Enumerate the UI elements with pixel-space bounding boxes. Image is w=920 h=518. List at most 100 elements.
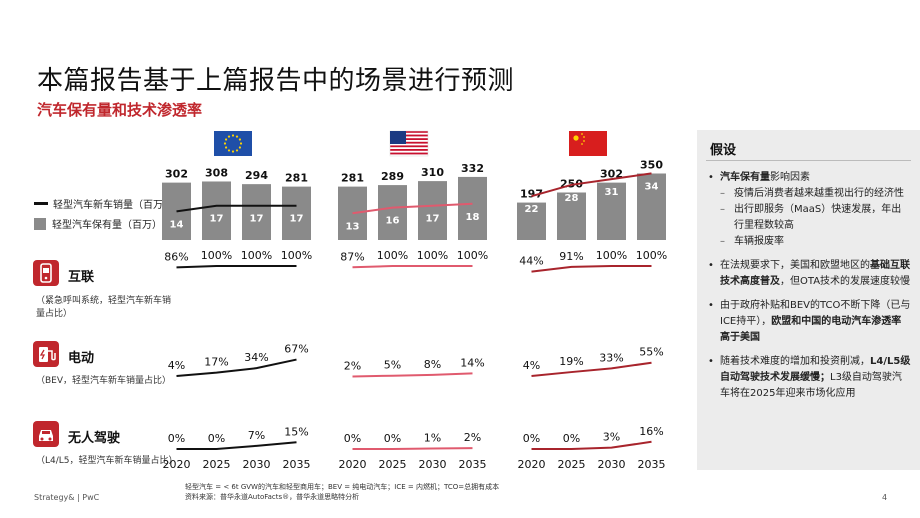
sales-value-label: 31: [605, 187, 619, 198]
assumption-2-post: ，但OTA技术的发展速度较慢: [780, 276, 911, 287]
assumption-2-pre: 在法规要求下，美国和欧盟地区的: [720, 260, 870, 271]
sales-value-label: 17: [290, 214, 304, 225]
fleet-bar-value: 350: [640, 159, 663, 172]
row-note-connected: （紧急呼叫系统，轻型汽车新车销量占比）: [36, 296, 172, 319]
page-number: 4: [882, 493, 888, 502]
sales-line: [352, 202, 473, 215]
autonomous-value-label: 0%: [168, 432, 185, 445]
row-note-autonomous: （L4/L5，轻型汽车新车销量占比）: [36, 456, 178, 466]
connected-value-label: 100%: [636, 249, 667, 262]
connected-car-icon: [33, 260, 59, 286]
sales-value-label: 28: [565, 193, 579, 204]
row-label-connected: 互联: [68, 270, 95, 285]
autonomous-value-label: 15%: [284, 425, 308, 438]
sales-value-label: 14: [170, 219, 184, 230]
fleet-bar-value: 289: [381, 170, 404, 183]
legend-fleet-label: 轻型汽车保有量（百万）: [52, 220, 162, 231]
dash-icon: –: [720, 236, 725, 247]
sales-value-label: 16: [386, 216, 400, 227]
assumptions-list: • 汽车保有量影响因素 – 疫情后消费者越来越重视出行的经济性 – 出行即服务（Ma…: [706, 170, 911, 410]
footer-note-1: 轻型汽车 = < 6t GVW的汽车和轻型商用车；BEV = 纯电动汽车；ICE…: [185, 483, 500, 491]
electric-line: [531, 361, 652, 377]
electric-value-label: 2%: [344, 359, 361, 372]
sales-value-label: 18: [466, 212, 480, 223]
sales-value-label: 22: [525, 204, 539, 215]
assumption-item-3: • 由于政府补贴和BEV的TCO不断下降（已与ICE持平），欧盟和中国的电动汽车…: [706, 298, 911, 346]
assumption-1-bold: 汽车保有量: [720, 172, 770, 183]
connected-value-label: 87%: [340, 250, 364, 263]
electric-value-label: 67%: [284, 343, 308, 356]
autonomous-value-label: 0%: [523, 432, 540, 445]
legend-fleet: 轻型汽车保有量（百万）: [34, 217, 173, 231]
assumption-3-pre: 由于政府补贴和BEV的TCO不断下降（已与ICE持平），: [720, 300, 911, 327]
x-tick-label: 2025: [203, 458, 231, 471]
fleet-bar: [338, 186, 367, 240]
assumption-4-bold: L4/L5级自动驾驶技术发展缓慢；: [720, 356, 911, 383]
x-tick-label: 2020: [518, 458, 546, 471]
connected-value-label: 44%: [519, 255, 543, 268]
electric-value-label: 55%: [639, 346, 663, 359]
eu-flag-icon: [214, 131, 252, 156]
sales-value-label: 17: [210, 214, 224, 225]
dash-icon: –: [720, 204, 725, 215]
sales-value-label: 34: [645, 181, 659, 192]
assumptions-panel: [697, 130, 920, 470]
autonomous-car-icon: [33, 421, 59, 447]
assumption-1-text: 影响因素: [770, 172, 810, 183]
fleet-bar-value: 310: [421, 166, 444, 179]
autonomous-line: [352, 447, 473, 450]
autonomous-value-label: 1%: [424, 432, 441, 445]
autonomous-value-label: 0%: [344, 432, 361, 445]
us-flag-icon: [389, 130, 429, 157]
connected-value-label: 100%: [201, 249, 232, 262]
legend-bar-swatch: [34, 217, 46, 230]
connected-value-label: 100%: [377, 249, 408, 262]
assumption-item-1: • 汽车保有量影响因素 – 疫情后消费者越来越重视出行的经济性 – 出行即服务（Ma…: [706, 170, 911, 250]
fleet-bar: [597, 182, 626, 240]
connected-value-label: 100%: [457, 249, 488, 262]
cn-flag-icon: [569, 131, 607, 156]
fleet-bar: [202, 181, 231, 240]
x-tick-label: 2035: [283, 458, 311, 471]
page-subtitle: 汽车保有量和技术渗透率: [37, 101, 203, 119]
x-tick-label: 2030: [419, 458, 447, 471]
legend-sales-label: 轻型汽车新车销量（百万）: [53, 200, 173, 211]
charts-canvas: 302 14 308 17 294 17 281 17 86% 100% 100% 100% 4% 17%…: [162, 130, 667, 471]
x-tick-label: 2035: [638, 458, 666, 471]
fleet-bar-value: 302: [165, 168, 188, 181]
connected-value-label: 100%: [596, 249, 627, 262]
assumption-4-post: L3级自动驾驶汽车将在2025年迎来市场化应用: [720, 372, 902, 399]
electric-line: [352, 372, 473, 378]
ev-charger-icon: [33, 341, 59, 367]
assumption-1-sub-3: 车辆报废率: [734, 236, 784, 247]
fleet-bar: [418, 181, 447, 240]
sales-value-label: 13: [346, 221, 360, 232]
autonomous-line: [176, 441, 297, 450]
footer-note-2: 资料来源：普华永道AutoFacts®，普华永道思略特分析: [185, 493, 360, 501]
electric-value-label: 4%: [168, 359, 185, 372]
row-label-autonomous: 无人驾驶: [68, 431, 121, 446]
assumption-4-pre: 随着技术难度的增加和投资削减，: [720, 356, 870, 367]
assumption-1-sub-1: 疫情后消费者越来越重视出行的经济性: [734, 188, 904, 199]
connected-value-label: 86%: [164, 250, 188, 263]
footer-notes: 轻型汽车 = < 6t GVW的汽车和轻型商用车；BEV = 纯电动汽车；ICE…: [185, 482, 499, 502]
fleet-bar: [637, 173, 666, 240]
connected-value-label: 100%: [417, 249, 448, 262]
assumption-item-4: • 随着技术难度的增加和投资削减，L4/L5级自动驾驶技术发展缓慢；L3级自动驾…: [706, 354, 911, 402]
electric-value-label: 19%: [559, 355, 583, 368]
connected-value-label: 100%: [281, 249, 312, 262]
assumption-1-sub-2: 出行即服务（MaaS）快速发展，年出行里程数较高: [734, 204, 902, 231]
bullet-icon: •: [708, 356, 714, 367]
autonomous-value-label: 2%: [464, 431, 481, 444]
sales-value-label: 17: [426, 214, 440, 225]
connected-line: [176, 265, 297, 269]
electric-value-label: 34%: [244, 351, 268, 364]
assumptions-divider: [706, 160, 911, 161]
dash-icon: –: [720, 188, 725, 199]
fleet-bar-value: 281: [341, 172, 364, 185]
fleet-bar: [557, 192, 586, 240]
fleet-bar: [242, 184, 271, 240]
assumption-item-2: • 在法规要求下，美国和欧盟地区的基础互联技术高度普及，但OTA技术的发展速度较…: [706, 258, 911, 290]
x-tick-label: 2030: [243, 458, 271, 471]
fleet-bar-value: 281: [285, 172, 308, 185]
